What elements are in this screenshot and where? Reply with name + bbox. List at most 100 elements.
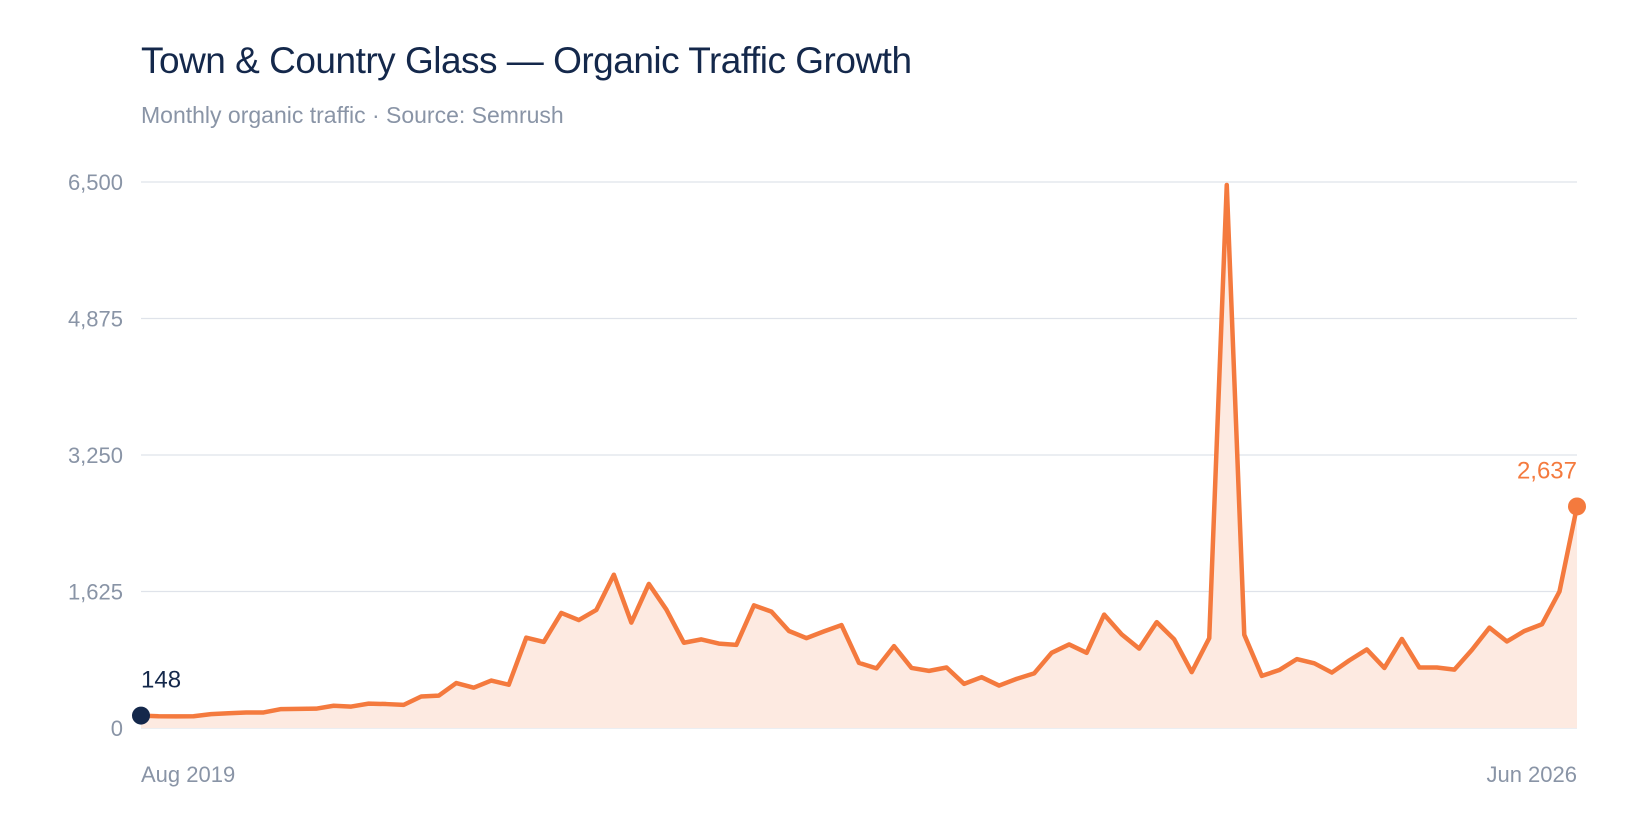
data-point [1120, 632, 1124, 636]
data-point [717, 642, 721, 646]
data-point [157, 714, 161, 718]
data-point [1190, 670, 1194, 674]
data-point [367, 702, 371, 706]
end-markers: 148 2,637 [132, 457, 1586, 725]
data-point [524, 636, 528, 640]
data-point [1487, 626, 1491, 630]
data-point [822, 629, 826, 633]
data-point [559, 611, 563, 615]
data-point [297, 707, 301, 711]
data-point [1522, 629, 1526, 633]
data-point [1085, 651, 1089, 655]
data-point [472, 686, 476, 690]
data-point [1540, 622, 1544, 626]
data-point [1470, 648, 1474, 652]
y-tick-label: 6,500 [68, 170, 123, 195]
data-point [1417, 666, 1421, 670]
data-point [1015, 677, 1019, 681]
data-point [437, 694, 441, 698]
data-point [1365, 647, 1369, 651]
data-point [839, 623, 843, 627]
data-point [332, 704, 336, 708]
data-point [542, 640, 546, 644]
data-point [752, 603, 756, 607]
data-point [997, 684, 1001, 688]
data-point [489, 679, 493, 683]
data-point [1382, 666, 1386, 670]
data-point [1505, 639, 1509, 643]
data-point [647, 582, 651, 586]
data-point [962, 682, 966, 686]
y-tick-label: 0 [111, 716, 123, 741]
data-point [980, 675, 984, 679]
data-point [402, 703, 406, 707]
data-point [1137, 647, 1141, 651]
gridlines [141, 181, 1577, 729]
data-point [682, 641, 686, 645]
data-point [787, 629, 791, 633]
start-value-label: 148 [141, 667, 181, 694]
data-point [1260, 674, 1264, 678]
data-point [314, 707, 318, 711]
chart-title: Town & Country Glass — Organic Traffic G… [141, 40, 912, 81]
data-point [1452, 668, 1456, 672]
series-organic-traffic [138, 182, 1580, 728]
data-point [384, 702, 388, 706]
data-point [1557, 590, 1561, 594]
x-tick-label: Jun 2026 [1486, 762, 1577, 787]
y-tick-label: 1,625 [68, 580, 123, 605]
data-point [629, 621, 633, 625]
data-point [769, 610, 773, 614]
data-point [927, 669, 931, 673]
y-axis-ticks: 0 1,625 3,250 4,875 6,500 [68, 170, 123, 741]
data-point [1155, 620, 1159, 624]
data-point [1435, 666, 1439, 670]
data-point [174, 714, 178, 718]
series-area [141, 184, 1577, 728]
data-point [594, 608, 598, 612]
start-point-marker [132, 706, 150, 725]
data-point [612, 573, 616, 577]
data-point [227, 711, 231, 715]
data-point [279, 707, 283, 711]
data-point [244, 710, 248, 714]
data-point [910, 666, 914, 670]
data-point [192, 714, 196, 718]
data-point [1207, 636, 1211, 640]
data-point [1330, 671, 1334, 675]
data-point [1312, 661, 1316, 665]
y-tick-label: 3,250 [68, 443, 123, 468]
x-tick-label: Aug 2019 [141, 762, 235, 787]
y-tick-label: 4,875 [68, 307, 123, 332]
data-point [507, 683, 511, 687]
data-point [1225, 183, 1229, 187]
data-point [1295, 657, 1299, 661]
data-point [419, 695, 423, 699]
end-point-marker [1568, 497, 1586, 516]
data-point [1050, 651, 1054, 655]
data-point [892, 644, 896, 648]
data-point [577, 618, 581, 622]
data-point [1400, 637, 1404, 641]
data-point [349, 705, 353, 709]
data-point [699, 637, 703, 641]
data-point [1242, 633, 1246, 637]
chart-subtitle: Monthly organic traffic · Source: Semrus… [141, 102, 564, 128]
data-point [1172, 637, 1176, 641]
data-point [945, 666, 949, 670]
data-point [1102, 613, 1106, 617]
data-point [1347, 658, 1351, 662]
data-point [857, 661, 861, 665]
data-point [734, 643, 738, 647]
data-point [664, 608, 668, 612]
data-point [454, 681, 458, 685]
data-point [262, 710, 266, 714]
data-point [1277, 668, 1281, 672]
x-axis-ticks: Aug 2019 Jun 2026 [141, 762, 1577, 787]
data-point [875, 666, 879, 670]
data-point [804, 636, 808, 640]
data-point [1067, 642, 1071, 646]
data-point [1032, 671, 1036, 675]
